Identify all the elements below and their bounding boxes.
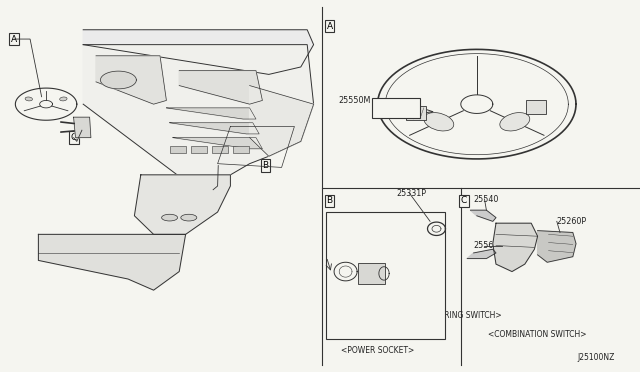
Bar xyxy=(358,263,385,284)
Ellipse shape xyxy=(60,97,67,101)
Bar xyxy=(170,146,186,153)
Bar xyxy=(527,100,546,114)
Text: 25331Q: 25331Q xyxy=(326,252,358,261)
Bar xyxy=(372,98,420,118)
Polygon shape xyxy=(470,210,496,221)
Polygon shape xyxy=(38,234,186,290)
Ellipse shape xyxy=(180,214,197,221)
Polygon shape xyxy=(173,138,262,149)
Text: C: C xyxy=(70,133,77,142)
Text: <POWER SOCKET>: <POWER SOCKET> xyxy=(341,346,414,355)
Text: J25100NZ: J25100NZ xyxy=(577,353,614,362)
Polygon shape xyxy=(467,249,496,259)
Bar xyxy=(326,212,445,339)
Polygon shape xyxy=(166,108,256,119)
Text: 25567: 25567 xyxy=(474,241,499,250)
Polygon shape xyxy=(170,123,259,134)
Polygon shape xyxy=(83,45,314,186)
Polygon shape xyxy=(83,30,314,74)
Text: <STEERING SWITCH>: <STEERING SWITCH> xyxy=(419,311,502,320)
Ellipse shape xyxy=(500,113,530,131)
Polygon shape xyxy=(493,223,538,272)
Text: 25260P: 25260P xyxy=(557,217,587,226)
Ellipse shape xyxy=(162,214,178,221)
Polygon shape xyxy=(250,86,314,156)
Text: 25331P: 25331P xyxy=(397,189,427,198)
Text: B: B xyxy=(262,161,269,170)
Text: A: A xyxy=(326,22,333,31)
Text: B: B xyxy=(326,196,333,205)
Ellipse shape xyxy=(25,97,33,101)
Text: C: C xyxy=(461,196,467,205)
Polygon shape xyxy=(100,71,136,89)
Bar xyxy=(191,146,207,153)
Polygon shape xyxy=(74,117,91,138)
Text: 25540: 25540 xyxy=(474,195,499,203)
Ellipse shape xyxy=(424,113,454,131)
Text: 25550M: 25550M xyxy=(338,96,371,105)
Bar xyxy=(233,146,249,153)
Text: <COMBINATION SWITCH>: <COMBINATION SWITCH> xyxy=(488,330,587,339)
Polygon shape xyxy=(538,231,576,262)
Polygon shape xyxy=(179,71,262,104)
Text: A: A xyxy=(11,35,17,44)
Bar xyxy=(406,106,426,121)
Bar xyxy=(212,146,228,153)
Polygon shape xyxy=(134,175,230,234)
Text: 25312MA: 25312MA xyxy=(341,228,379,237)
Polygon shape xyxy=(96,56,166,104)
